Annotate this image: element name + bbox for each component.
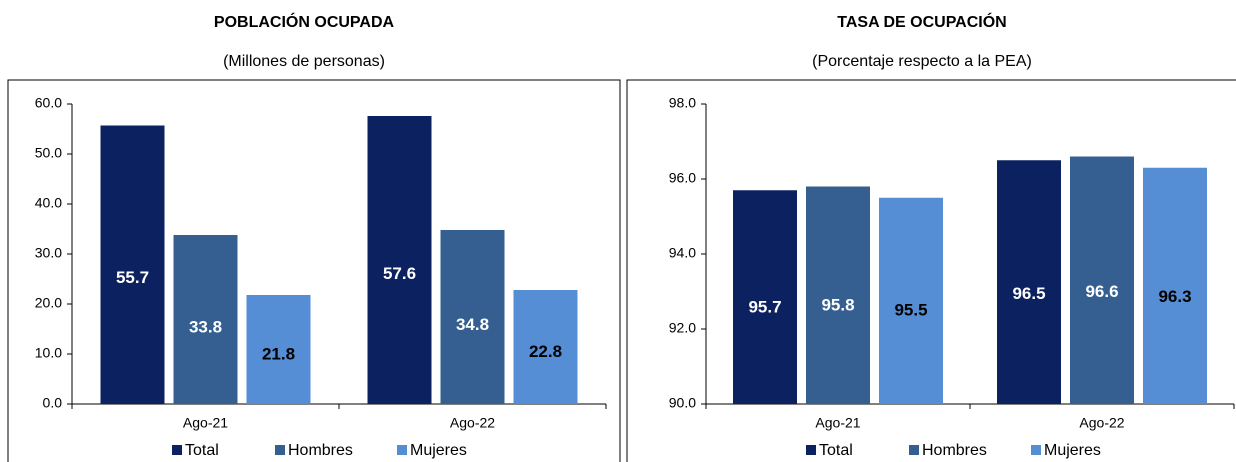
x-tick-label: Ago-22 (450, 415, 495, 431)
y-tick-label: 98.0 (669, 95, 696, 111)
y-tick-label: 10.0 (35, 345, 62, 361)
data-label: 95.5 (894, 301, 927, 320)
data-label: 57.6 (383, 264, 416, 283)
chart-frame (626, 79, 1236, 462)
y-tick-label: 0.0 (43, 395, 63, 411)
bar (246, 295, 311, 404)
bar (100, 125, 165, 404)
legend-label: Mujeres (1044, 442, 1101, 459)
data-label: 95.7 (748, 297, 781, 316)
bar (879, 197, 943, 404)
chart-frame (7, 79, 621, 462)
y-tick-label: 40.0 (35, 195, 62, 211)
chart-title: POBLACIÓN OCUPADA (214, 12, 395, 31)
legend-swatch (1031, 445, 1041, 455)
x-tick-label: Ago-21 (183, 415, 228, 431)
data-label: 96.5 (1012, 284, 1045, 303)
legend-swatch (397, 445, 407, 455)
x-tick-label: Ago-22 (1079, 415, 1124, 431)
data-label: 34.8 (456, 315, 489, 334)
chart-subtitle: (Millones de personas) (223, 53, 385, 70)
data-label: 96.6 (1085, 282, 1118, 301)
legend-swatch (172, 445, 182, 455)
bar (733, 190, 797, 404)
y-tick-label: 50.0 (35, 145, 62, 161)
legend-label: Total (185, 442, 219, 459)
bar (173, 235, 238, 404)
bar (997, 160, 1061, 404)
legend-label: Hombres (288, 442, 353, 459)
legend-swatch (806, 445, 816, 455)
x-tick-label: Ago-21 (815, 415, 860, 431)
bar (440, 230, 505, 404)
y-tick-label: 20.0 (35, 295, 62, 311)
y-tick-label: 30.0 (35, 245, 62, 261)
legend-label: Hombres (922, 442, 987, 459)
y-tick-label: 90.0 (669, 395, 696, 411)
bar (806, 186, 870, 404)
bar (1143, 167, 1207, 404)
chart-subtitle: (Porcentaje respecto a la PEA) (812, 53, 1032, 70)
bar (367, 116, 432, 404)
y-tick-label: 60.0 (35, 95, 62, 111)
data-label: 33.8 (189, 317, 222, 336)
data-label: 96.3 (1158, 287, 1191, 306)
chart-title: TASA DE OCUPACIÓN (837, 12, 1006, 31)
legend-swatch (275, 445, 285, 455)
legend-swatch (909, 445, 919, 455)
y-tick-label: 92.0 (669, 320, 696, 336)
data-label: 95.8 (821, 296, 854, 315)
data-label: 55.7 (116, 268, 149, 287)
legend-label: Mujeres (410, 442, 467, 459)
bar (513, 290, 578, 404)
y-tick-label: 96.0 (669, 170, 696, 186)
data-label: 22.8 (529, 342, 562, 361)
bar (1070, 156, 1134, 404)
legend-label: Total (819, 442, 853, 459)
data-label: 21.8 (262, 344, 295, 363)
y-tick-label: 94.0 (669, 245, 696, 261)
